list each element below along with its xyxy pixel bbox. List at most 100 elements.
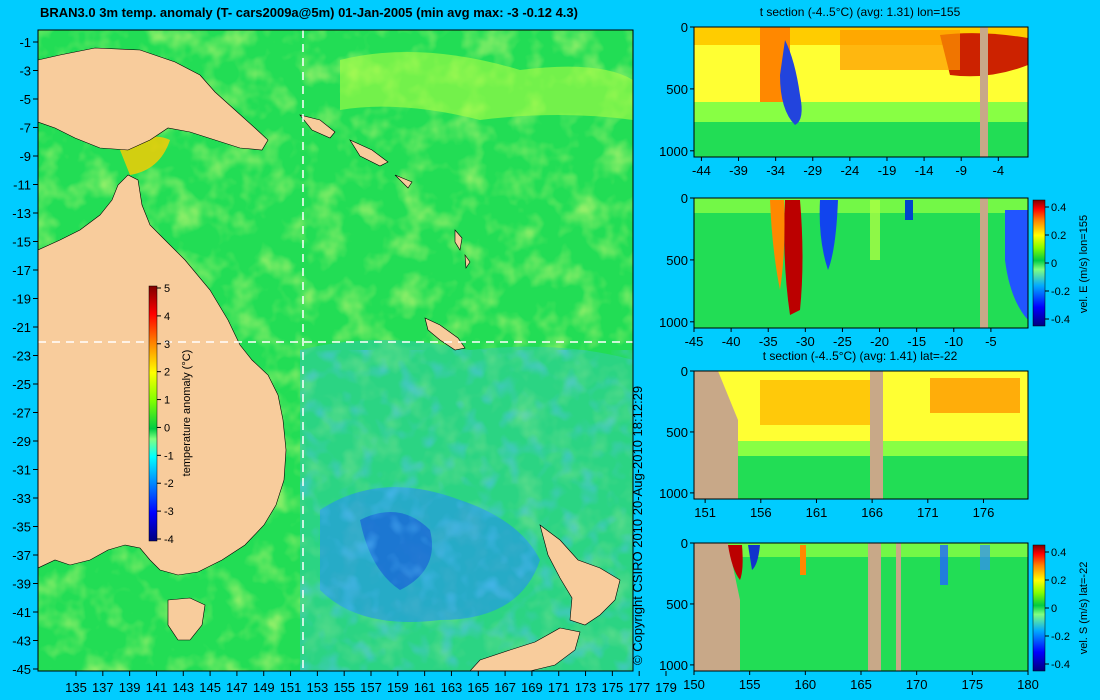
warm-band: [760, 380, 880, 425]
map-title: BRAN3.0 3m temp. anomaly (T- cars2009a@5…: [40, 5, 578, 20]
y-tick-label: -15: [12, 235, 31, 250]
x-tick-label: -34: [766, 163, 785, 178]
vele-lon-y-axis: 0 500 1000: [659, 191, 694, 330]
eastward-jet-orange: [770, 200, 785, 290]
x-tick-label: 141: [146, 680, 168, 695]
x-tick-label: -25: [833, 334, 852, 349]
vels-colorbar: 0.4 0.2 0 -0.2 -0.4 vel. S (m/s) lat=-22: [1032, 544, 1090, 672]
map-y-axis: -1 -3 -5 -7 -9 -11 -13 -15 -17 -19 -21 -23 -25 -27 -29…: [12, 35, 38, 677]
shelf-land: [694, 371, 738, 499]
x-tick-label: -15: [907, 334, 926, 349]
y-tick-label: -33: [12, 491, 31, 506]
tsection-lat-plot: [693, 370, 1029, 500]
y-tick-label: -31: [12, 463, 31, 478]
solomon-islands: [299, 114, 413, 189]
x-tick-label: 171: [917, 505, 939, 520]
tsection-lat-x-axis: 151 156 161 166 171 176: [694, 499, 994, 520]
x-tick-label: -10: [944, 334, 963, 349]
vele-lon-x-axis: -45 -40 -35 -30 -25 -20 -15 -10 -5: [685, 328, 997, 349]
y-tick-label: 1000: [659, 486, 688, 501]
x-tick-label: 161: [414, 680, 436, 695]
tsection-lat-y-axis: 0 500 1000: [659, 364, 694, 501]
x-tick-label: 169: [521, 680, 543, 695]
westward-jet-blue: [819, 200, 838, 270]
x-tick-label: 170: [906, 677, 928, 692]
colorbar-tick-label: -1: [164, 450, 174, 462]
map-colorbar: 5 4 3 2 1 0 -1 -2 -3 -4 temperature anomaly (°C): [148, 283, 193, 546]
y-tick-label: 0: [681, 364, 688, 379]
x-tick-label: -19: [878, 163, 897, 178]
x-tick-label: 151: [694, 505, 716, 520]
map-frame: [37, 29, 634, 672]
colorbar-tick-label: 0.2: [1051, 575, 1066, 587]
y-tick-label: 0: [681, 191, 688, 206]
tsection-lon-title: t section (-4..5°C) (avg: 1.31) lon=155: [760, 5, 961, 19]
y-tick-label: -43: [12, 634, 31, 649]
y-tick-label: -7: [19, 121, 31, 136]
vels-colorbar-label: vel. S (m/s) lat=-22: [1078, 562, 1090, 655]
y-tick-label: 0: [681, 536, 688, 551]
y-tick-label: 500: [666, 597, 688, 612]
australia-landmass: [38, 174, 287, 576]
colorbar-tick-label: 0: [164, 422, 170, 434]
y-tick-label: 1000: [659, 658, 688, 673]
x-tick-label: 147: [226, 680, 248, 695]
colorbar-ticks: 5 4 3 2 1 0 -1 -2 -3 -4: [157, 283, 174, 546]
colorbar-tick-label: 0: [1051, 258, 1057, 270]
x-tick-label: -9: [955, 163, 967, 178]
x-tick-label: 159: [387, 680, 409, 695]
warm-band-east: [930, 378, 1020, 413]
x-tick-label: 143: [172, 680, 194, 695]
tsection-lon-x-axis: -44 -39 -34 -29 -24 -19 -14 -9 -4: [692, 157, 1004, 178]
x-tick-label: -30: [796, 334, 815, 349]
y-tick-label: -29: [12, 434, 31, 449]
vels-lat-x-axis: 150 155 160 165 170 175 180: [683, 671, 1039, 692]
x-tick-label: -14: [915, 163, 934, 178]
x-tick-label: -20: [870, 334, 889, 349]
y-tick-label: 1000: [659, 315, 688, 330]
y-tick-label: -3: [19, 64, 31, 79]
x-tick-label: 171: [548, 680, 570, 695]
colorbar-tick-label: -0.2: [1051, 286, 1070, 298]
y-tick-label: 0: [681, 20, 688, 35]
map-plot: [38, 30, 633, 671]
colorbar-label: temperature anomaly (°C): [181, 350, 193, 477]
colorbar-tick-label: 3: [164, 339, 170, 351]
tsection-lon-y-axis: 0 500 1000: [659, 20, 694, 159]
x-tick-label: -39: [729, 163, 748, 178]
colorbar-tick-label: 0.4: [1051, 547, 1066, 559]
y-tick-label: -13: [12, 206, 31, 221]
x-tick-label: 157: [360, 680, 382, 695]
vanuatu-islands: [454, 229, 471, 269]
colorbar-tick-label: 0: [1051, 603, 1057, 615]
x-tick-label: 166: [861, 505, 883, 520]
copyright-text: © Copyright CSIRO 2010 20-Aug-2010 18:12…: [630, 386, 645, 665]
y-tick-label: -25: [12, 377, 31, 392]
colorbar-tick-label: 2: [164, 367, 170, 379]
colorbar-gradient: [148, 285, 158, 542]
tsection-lat-title: t section (-4..5°C) (avg: 1.41) lat=-22: [763, 349, 958, 363]
x-tick-label: -35: [759, 334, 778, 349]
new-zealand-north-island: [539, 524, 621, 626]
x-tick-label: 156: [750, 505, 772, 520]
x-tick-label: 173: [575, 680, 597, 695]
vels-lat-y-axis: 0 500 1000: [659, 536, 694, 673]
x-tick-label: 180: [1017, 677, 1039, 692]
y-tick-label: 500: [666, 425, 688, 440]
colorbar-tick-label: -4: [164, 534, 174, 546]
colorbar-tick-label: 0.4: [1051, 202, 1066, 214]
new-caledonia-landmass: [424, 317, 466, 351]
x-tick-label: -44: [692, 163, 711, 178]
y-tick-label: -5: [19, 92, 31, 107]
x-tick-label: 155: [333, 680, 355, 695]
map-x-axis: 135 137 139 141 143 145 147 149 151 153 155 157 159 1…: [65, 671, 677, 695]
warm-band-north: [840, 30, 960, 70]
x-tick-label: 151: [280, 680, 302, 695]
colorbar-tick-label: -2: [164, 478, 174, 490]
x-tick-label: 150: [683, 677, 705, 692]
x-tick-label: 179: [655, 680, 677, 695]
new-zealand-south-island: [469, 627, 581, 671]
y-tick-label: -39: [12, 577, 31, 592]
cold-eddy: [780, 40, 802, 125]
